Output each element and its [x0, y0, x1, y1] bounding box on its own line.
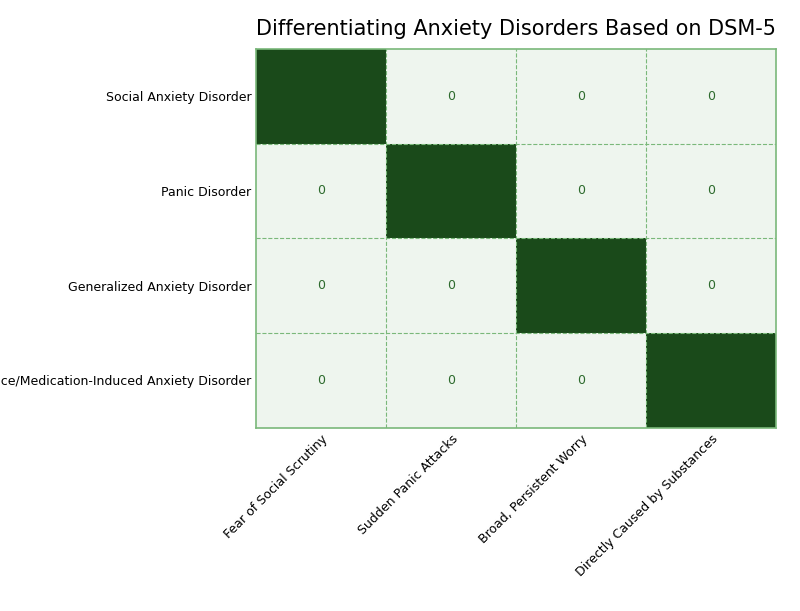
- Text: 0: 0: [447, 90, 455, 103]
- Text: 0: 0: [707, 279, 715, 292]
- Text: 0: 0: [317, 185, 325, 197]
- Text: 0: 0: [707, 90, 715, 103]
- Text: 0: 0: [317, 374, 325, 387]
- Text: 0: 0: [447, 374, 455, 387]
- Text: 0: 0: [317, 279, 325, 292]
- Text: 0: 0: [577, 374, 585, 387]
- Text: 0: 0: [577, 185, 585, 197]
- Text: 0: 0: [707, 185, 715, 197]
- Title: Differentiating Anxiety Disorders Based on DSM-5: Differentiating Anxiety Disorders Based …: [256, 19, 776, 39]
- Text: 0: 0: [577, 90, 585, 103]
- Text: 0: 0: [447, 279, 455, 292]
